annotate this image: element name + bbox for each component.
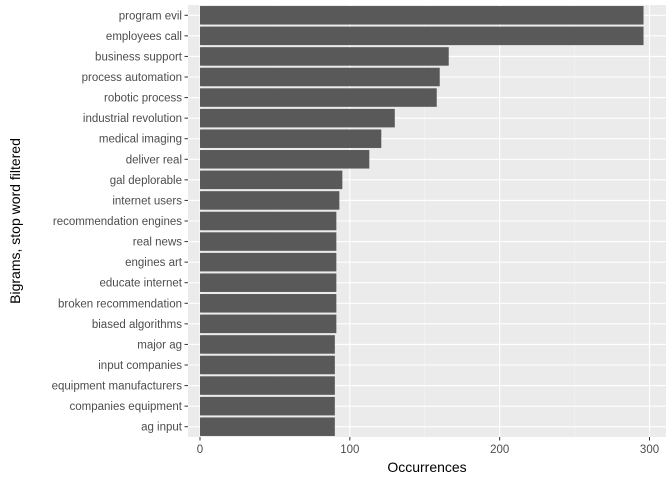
bar-18 (199, 376, 335, 395)
y-tick-label-13: educate internet (100, 278, 183, 290)
y-tick-label-12: engines art (125, 257, 183, 269)
bar-8 (199, 170, 343, 190)
bar-15 (199, 314, 337, 334)
y-axis-title: Bigrams, stop word filtered (7, 138, 23, 304)
y-tick-label-11: real news (133, 237, 182, 249)
bar-4 (199, 88, 437, 107)
y-tick-label-17: input companies (98, 360, 182, 372)
x-tick-label-2: 200 (490, 444, 509, 456)
y-tick-label-8: gal deplorable (110, 175, 182, 187)
x-tick-label-1: 100 (340, 444, 359, 456)
y-tick-label-1: employees call (106, 31, 182, 43)
y-tick-label-7: deliver real (126, 154, 182, 166)
y-tick-label-5: industrial revolution (83, 113, 182, 125)
bar-3 (199, 67, 440, 87)
bar-5 (199, 108, 395, 128)
y-tick-label-6: medical imaging (99, 134, 182, 146)
bar-12 (199, 252, 337, 272)
y-tick-label-16: major ag (137, 339, 182, 351)
y-tick-label-14: broken recommendation (58, 298, 182, 310)
bar-17 (199, 355, 335, 375)
y-tick-label-0: program evil (119, 10, 182, 22)
bar-9 (199, 191, 340, 210)
y-tick-label-3: process automation (82, 72, 182, 84)
y-tick-label-2: business support (95, 51, 183, 63)
bar-16 (199, 335, 335, 354)
x-tick-label-3: 300 (640, 444, 659, 456)
bar-7 (199, 150, 370, 169)
y-tick-label-9: internet users (112, 195, 182, 207)
bars (199, 6, 644, 436)
x-axis-title: Occurrences (387, 459, 466, 475)
y-axis-ticks: program evil employees call business suppo… (52, 10, 188, 434)
y-tick-label-4: robotic process (104, 93, 182, 105)
y-tick-label-19: companies equipment (69, 401, 182, 413)
x-axis-ticks: 0 100 200 300 (197, 437, 659, 456)
bar-13 (199, 273, 337, 292)
y-tick-label-15: biased algorithms (92, 319, 182, 331)
bar-10 (199, 211, 337, 231)
bar-6 (199, 129, 382, 148)
y-tick-label-10: recommendation engines (53, 216, 182, 228)
y-tick-label-20: ag input (141, 422, 183, 434)
y-tick-label-18: equipment manufacturers (52, 381, 183, 393)
bar-1 (199, 26, 644, 46)
x-tick-label-0: 0 (197, 444, 203, 456)
bar-19 (199, 396, 335, 416)
bar-11 (199, 232, 337, 251)
bar-14 (199, 294, 337, 313)
bar-0 (199, 6, 644, 25)
bar-2 (199, 47, 449, 66)
bar-20 (199, 417, 335, 436)
